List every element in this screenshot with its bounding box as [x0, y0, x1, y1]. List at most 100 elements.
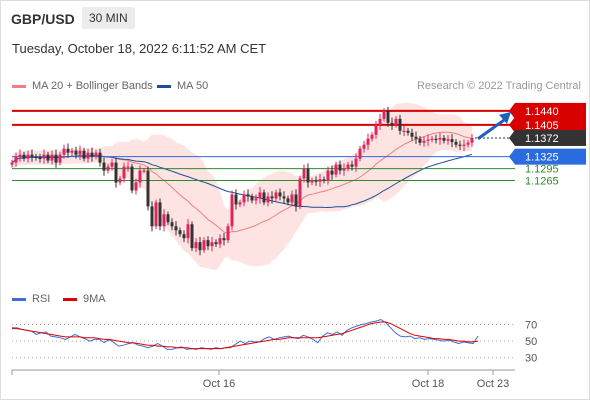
- candle-body: [446, 139, 450, 141]
- candle-body: [414, 136, 418, 139]
- candle-body: [334, 164, 338, 175]
- ma50-swatch: [157, 84, 171, 88]
- candle-body: [102, 162, 106, 171]
- candle-body: [214, 242, 218, 245]
- candle-body: [466, 142, 470, 145]
- candle-body: [186, 224, 190, 239]
- candle-body: [410, 132, 414, 137]
- candle-body: [346, 164, 350, 169]
- candle-body: [206, 240, 210, 247]
- candle-body: [30, 154, 34, 157]
- legend-ma20: MA 20 + Bollinger Bands: [12, 80, 153, 92]
- candle-body: [190, 224, 194, 249]
- candle-body: [258, 192, 262, 199]
- timestamp: Tuesday, October 18, 2022 6:11:52 AM CET: [12, 41, 267, 56]
- candle-body: [170, 222, 174, 227]
- candle-body: [158, 202, 162, 227]
- candle-body: [314, 180, 318, 182]
- candle-body: [34, 156, 38, 158]
- candle-body: [310, 180, 314, 183]
- forecast-arrow-shaft: [477, 116, 508, 140]
- candle-body: [330, 170, 334, 175]
- candle-body: [38, 157, 42, 160]
- level-label-1.1325: 1.1325: [525, 152, 559, 164]
- candle-body: [122, 166, 126, 179]
- candle-body: [106, 166, 110, 171]
- legend-rsi: RSI: [12, 293, 50, 305]
- level-tag-1.1325: [515, 148, 586, 165]
- candle-body: [278, 192, 282, 197]
- candle-body: [418, 138, 422, 143]
- candle-body: [18, 154, 22, 157]
- level-label-1.1295: 1.1295: [525, 164, 559, 176]
- level-label-1.1440: 1.1440: [525, 106, 559, 118]
- candle-body: [154, 202, 158, 227]
- candle-body: [222, 238, 226, 241]
- ma9-swatch: [63, 297, 77, 301]
- candle-body: [462, 144, 466, 146]
- credit-text: Research © 2022 Trading Central: [416, 80, 581, 92]
- current-price-tag-tip: [509, 129, 515, 146]
- candle-body: [86, 152, 90, 159]
- candle-body: [238, 202, 242, 205]
- ma9-label: 9MA: [83, 293, 106, 305]
- candle-body: [62, 148, 66, 155]
- level-tag-tip-1.1405: [509, 116, 515, 133]
- ma50-label: MA 50: [177, 80, 209, 92]
- candle-body: [370, 134, 374, 139]
- candle-body: [174, 226, 178, 231]
- candle-body: [22, 154, 26, 159]
- candle-body: [338, 164, 342, 171]
- candle-body: [234, 194, 238, 205]
- candle-body: [294, 194, 298, 207]
- candle-body: [202, 240, 206, 251]
- legend-9ma: 9MA: [63, 293, 106, 305]
- candle-body: [74, 150, 78, 155]
- x-tick-label: Oct 16: [203, 378, 235, 390]
- candle-body: [358, 148, 362, 159]
- candle-body: [114, 162, 118, 183]
- candle-body: [386, 110, 390, 123]
- candle-body: [194, 242, 198, 249]
- candle-body: [454, 141, 458, 145]
- candle-body: [470, 137, 474, 143]
- candle-body: [442, 137, 446, 141]
- candle-body: [70, 150, 74, 153]
- candle-body: [254, 198, 258, 201]
- candle-body: [54, 154, 58, 163]
- candle-body: [130, 166, 134, 191]
- candle-body: [134, 182, 138, 191]
- candle-body: [266, 196, 270, 203]
- candle-body: [26, 154, 30, 159]
- timeframe-badge[interactable]: 30 MIN: [82, 7, 135, 29]
- candle-body: [342, 168, 346, 171]
- ma20-swatch: [12, 84, 26, 88]
- candle-body: [110, 162, 114, 167]
- candle-body: [218, 238, 222, 245]
- ma20-label: MA 20 + Bollinger Bands: [32, 80, 153, 92]
- level-tag-1.1405: [515, 116, 586, 133]
- candle-body: [426, 139, 430, 141]
- candle-body: [146, 170, 150, 207]
- candle-body: [246, 194, 250, 197]
- candle-body: [362, 144, 366, 149]
- candle-body: [166, 214, 170, 223]
- candle-body: [210, 242, 214, 247]
- candle-body: [430, 138, 434, 140]
- candle-body: [282, 196, 286, 199]
- candle-body: [458, 144, 462, 146]
- candle-body: [382, 110, 386, 119]
- rsi-swatch: [12, 297, 26, 301]
- candle-body: [46, 154, 50, 161]
- candle-body: [162, 214, 166, 227]
- candle-body: [250, 196, 254, 201]
- candle-body: [262, 192, 266, 203]
- candle-body: [138, 170, 142, 183]
- current-price-label: 1.1372: [525, 133, 559, 145]
- candle-body: [354, 158, 358, 167]
- candle-body: [126, 166, 130, 168]
- level-label-1.1265: 1.1265: [525, 176, 559, 188]
- candle-body: [286, 198, 290, 203]
- candle-body: [274, 192, 278, 199]
